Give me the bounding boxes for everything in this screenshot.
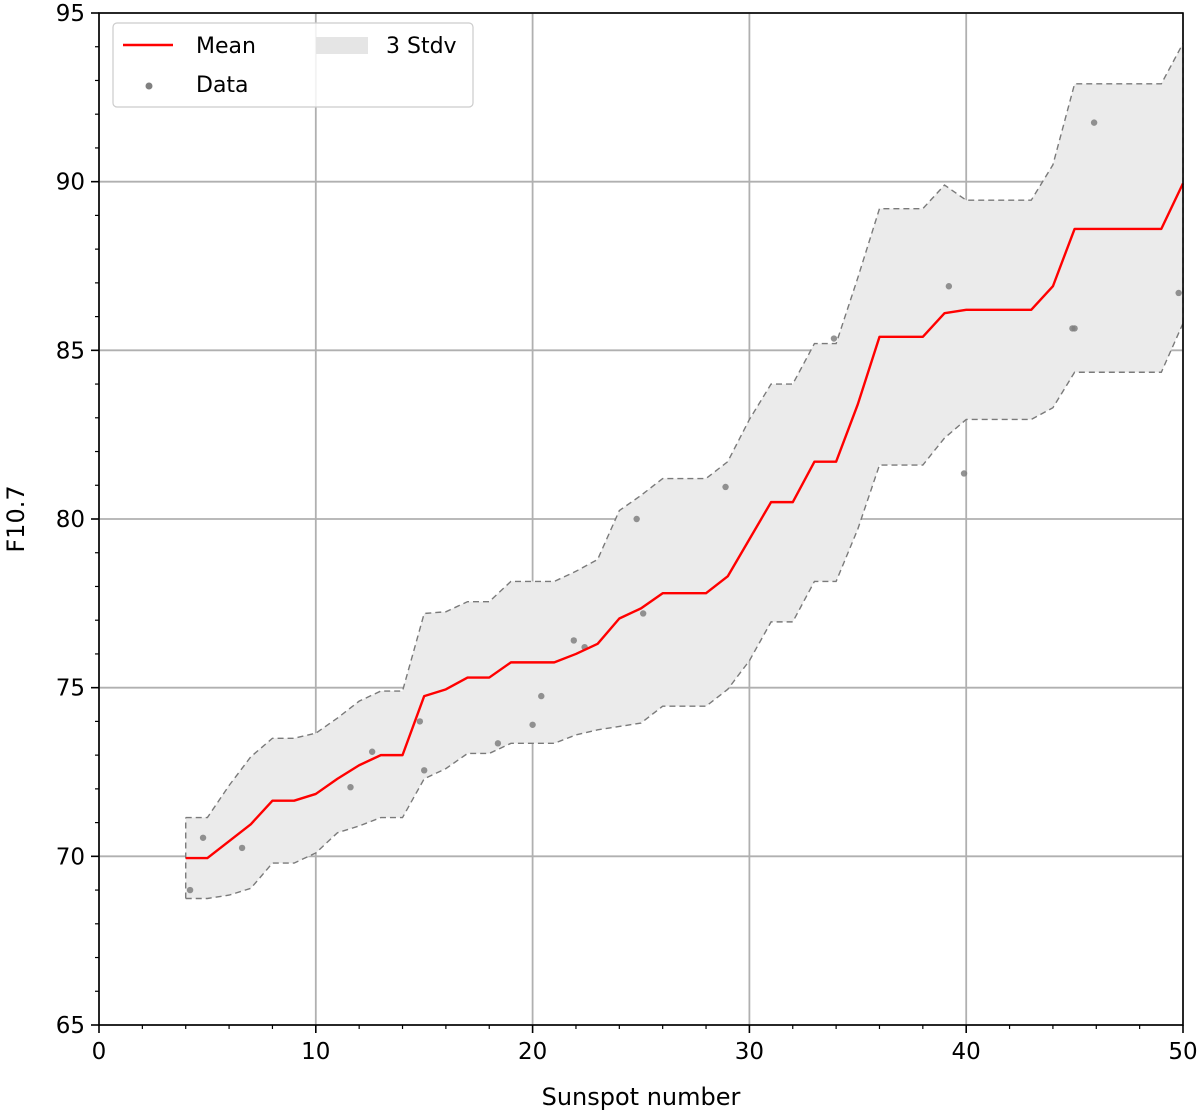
data-point	[1090, 119, 1098, 126]
y-tick-label: 75	[56, 676, 85, 702]
data-point	[570, 637, 577, 644]
data-point	[639, 610, 647, 617]
mean-line-path	[185, 182, 1185, 860]
data-point	[945, 283, 953, 290]
legend: Mean 3 Stdv Data	[112, 22, 474, 108]
data-point	[347, 783, 354, 791]
data-point	[960, 470, 968, 477]
x-tick-label: 0	[92, 1039, 107, 1065]
data-point	[199, 834, 207, 841]
std-band	[185, 43, 1184, 900]
legend-band-swatch	[316, 37, 368, 54]
std-band-lower	[185, 323, 1184, 900]
x-tick-label: 40	[952, 1039, 981, 1065]
y-tick-label: 65	[56, 1013, 85, 1039]
x-axis-label: Sunspot number	[542, 1083, 741, 1111]
data-point	[368, 748, 376, 755]
data-point	[830, 335, 838, 342]
axis-ticks: 0 10 20 30 40 50 65 70 75 80 85 90 95	[56, 1, 1198, 1065]
legend-data-label: Data	[196, 73, 249, 98]
y-tick-label: 70	[56, 844, 85, 870]
std-band-upper	[185, 43, 1184, 819]
x-tick-label: 10	[301, 1039, 330, 1065]
data-point	[416, 718, 424, 725]
y-tick-label: 95	[56, 1, 85, 27]
data-point	[1071, 325, 1078, 332]
data-point	[421, 767, 428, 774]
data-points	[186, 119, 1182, 894]
data-point	[494, 740, 502, 747]
data-point	[529, 721, 536, 728]
data-point	[538, 692, 545, 700]
legend-data-swatch	[145, 82, 153, 90]
data-point	[633, 515, 640, 523]
data-point	[186, 886, 194, 894]
mean-line	[185, 182, 1185, 860]
data-point	[1175, 289, 1182, 297]
y-tick-label: 85	[56, 338, 85, 364]
data-point	[722, 483, 729, 491]
y-axis-label: F10.7	[2, 485, 30, 552]
y-tick-label: 90	[56, 170, 85, 196]
legend-box	[112, 22, 474, 108]
data-point	[238, 844, 246, 852]
legend-mean-label: Mean	[196, 34, 256, 59]
legend-band-label: 3 Stdv	[386, 34, 457, 59]
y-tick-label: 80	[56, 507, 85, 533]
std-band-area	[185, 43, 1184, 899]
x-tick-label: 20	[518, 1039, 547, 1065]
x-tick-label: 30	[735, 1039, 764, 1065]
x-tick-label: 50	[1168, 1039, 1197, 1065]
